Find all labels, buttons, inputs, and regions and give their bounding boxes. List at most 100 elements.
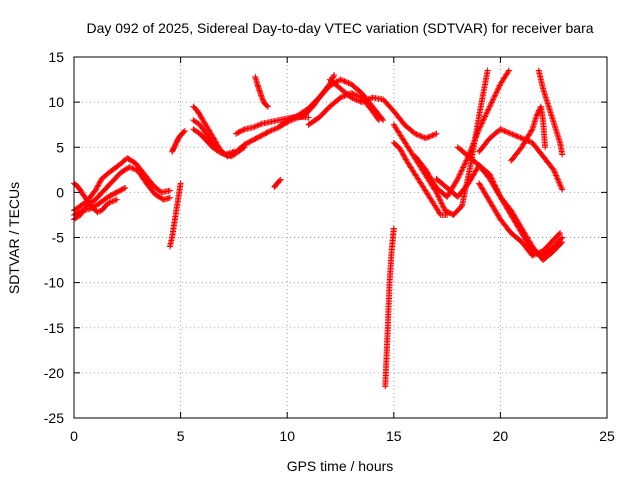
data-point bbox=[418, 133, 425, 140]
data-point bbox=[490, 95, 497, 102]
data-point bbox=[505, 68, 512, 75]
data-point bbox=[456, 173, 463, 180]
data-point bbox=[474, 129, 481, 136]
data-point bbox=[528, 127, 535, 134]
data-point bbox=[504, 129, 511, 136]
data-point bbox=[112, 197, 119, 204]
data-point bbox=[341, 78, 348, 85]
data-point bbox=[259, 96, 266, 103]
data-point bbox=[230, 148, 237, 155]
data-point bbox=[361, 97, 368, 104]
series-trace-24 bbox=[535, 67, 566, 158]
data-point bbox=[440, 203, 446, 210]
y-tick-label: 15 bbox=[48, 49, 64, 65]
data-point bbox=[491, 93, 498, 100]
data-point bbox=[240, 145, 247, 152]
data-point bbox=[479, 119, 486, 126]
data-point bbox=[517, 134, 524, 141]
data-point bbox=[375, 117, 382, 124]
y-tick-label: 0 bbox=[56, 184, 64, 200]
data-point bbox=[284, 117, 291, 124]
data-point bbox=[132, 166, 139, 173]
data-point bbox=[468, 144, 475, 151]
data-point bbox=[93, 184, 100, 191]
data-point bbox=[482, 113, 489, 120]
data-point bbox=[559, 239, 566, 246]
data-point bbox=[337, 76, 344, 83]
data-point bbox=[129, 165, 136, 172]
data-point bbox=[459, 165, 466, 172]
data-point bbox=[425, 134, 432, 141]
data-point bbox=[501, 127, 508, 134]
data-point bbox=[96, 179, 103, 186]
series-trace-11 bbox=[252, 73, 272, 110]
data-point bbox=[251, 123, 258, 130]
data-point bbox=[484, 107, 491, 114]
data-point bbox=[532, 251, 539, 258]
data-point bbox=[462, 158, 469, 165]
data-point bbox=[537, 249, 544, 256]
data-point bbox=[277, 176, 284, 183]
data-point bbox=[486, 103, 493, 110]
data-point bbox=[514, 133, 521, 140]
data-point bbox=[496, 83, 503, 90]
data-point bbox=[555, 178, 562, 185]
data-point bbox=[255, 121, 262, 128]
data-point bbox=[533, 250, 540, 257]
series-trace-18 bbox=[390, 139, 451, 218]
series-trace-02 bbox=[71, 155, 173, 214]
data-point bbox=[502, 128, 509, 135]
x-tick-label: 10 bbox=[279, 428, 295, 444]
x-tick-label: 0 bbox=[70, 428, 78, 444]
data-point bbox=[470, 140, 477, 147]
data-point bbox=[267, 128, 274, 135]
data-point bbox=[274, 124, 281, 131]
series-trace-19 bbox=[390, 67, 491, 218]
data-point bbox=[500, 127, 507, 134]
data-point bbox=[474, 130, 481, 137]
data-point bbox=[240, 126, 247, 133]
data-point bbox=[505, 129, 512, 136]
data-point bbox=[258, 93, 265, 100]
data-point bbox=[390, 225, 397, 232]
data-point bbox=[477, 123, 484, 130]
series-trace-04 bbox=[71, 184, 129, 218]
series-trace-01 bbox=[71, 164, 173, 223]
data-point bbox=[366, 95, 373, 102]
series-trace-16 bbox=[326, 76, 440, 142]
data-point bbox=[401, 153, 408, 160]
x-tick-label: 25 bbox=[599, 428, 615, 444]
data-point bbox=[352, 96, 359, 103]
data-point bbox=[478, 121, 485, 128]
data-point bbox=[276, 177, 283, 184]
y-tick-label: -15 bbox=[44, 320, 64, 336]
data-point bbox=[430, 131, 437, 138]
data-point bbox=[397, 146, 404, 153]
data-point bbox=[557, 229, 564, 236]
data-point bbox=[345, 79, 352, 86]
data-point bbox=[259, 95, 266, 102]
y-tick-labels: -25 -20 -15 -10 -5 0 5 10 15 bbox=[44, 49, 64, 426]
data-point bbox=[516, 134, 523, 141]
data-point bbox=[492, 90, 499, 97]
data-point bbox=[286, 116, 293, 123]
data-point bbox=[95, 208, 102, 215]
data-point bbox=[487, 102, 494, 109]
data-point bbox=[340, 77, 347, 84]
data-point bbox=[288, 115, 295, 122]
data-point bbox=[489, 97, 496, 104]
data-point bbox=[483, 110, 490, 117]
data-point bbox=[420, 134, 427, 141]
data-point bbox=[330, 73, 337, 80]
data-point bbox=[422, 135, 429, 142]
data-point bbox=[485, 106, 492, 113]
data-point bbox=[358, 99, 365, 106]
series-trace-20 bbox=[412, 67, 512, 200]
data-point bbox=[292, 113, 299, 120]
x-axis-label: GPS time / hours bbox=[287, 458, 394, 474]
data-point bbox=[94, 209, 101, 216]
data-point bbox=[480, 117, 487, 124]
data-point bbox=[467, 147, 474, 154]
data-point bbox=[362, 97, 369, 104]
data-point bbox=[432, 131, 439, 138]
